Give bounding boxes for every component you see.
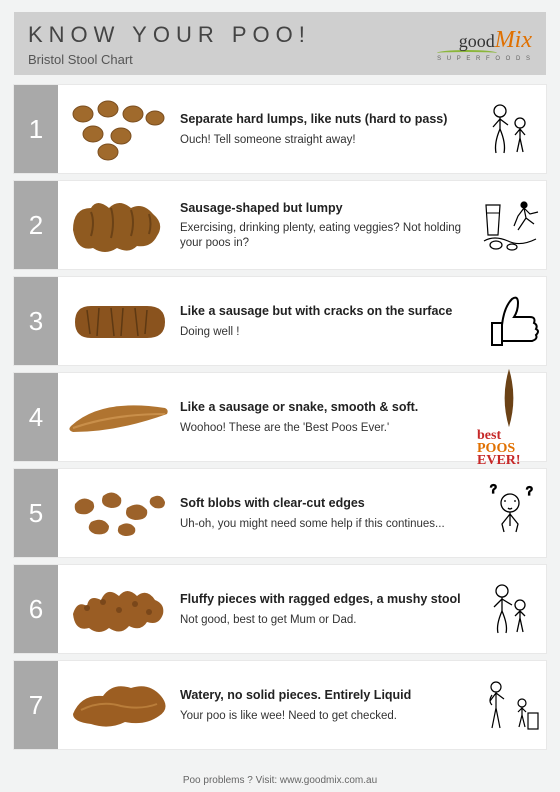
- svg-text:?: ?: [526, 484, 533, 498]
- row-note: Exercising, drinking plenty, eating vegg…: [180, 221, 468, 251]
- stool-icon-2: [58, 181, 178, 269]
- page: KNOW YOUR POO! Bristol Stool Chart goodM…: [0, 0, 560, 792]
- table-row: 7 Watery, no solid pieces. Entirely Liqu…: [14, 661, 546, 749]
- row-number: 6: [14, 565, 58, 653]
- row-note: Doing well !: [180, 325, 468, 340]
- side-icon-doctor-child: [474, 661, 546, 749]
- row-desc: Separate hard lumps, like nuts (hard to …: [178, 85, 474, 173]
- row-desc: Fluffy pieces with ragged edges, a mushy…: [178, 565, 474, 653]
- stool-icon-1: [58, 85, 178, 173]
- header: KNOW YOUR POO! Bristol Stool Chart goodM…: [14, 12, 546, 75]
- row-desc: Like a sausage but with cracks on the su…: [178, 277, 474, 365]
- row-desc: Soft blobs with clear-cut edges Uh-oh, y…: [178, 469, 474, 557]
- logo-good: good: [459, 31, 495, 51]
- stool-icon-7: [58, 661, 178, 749]
- row-desc: Like a sausage or snake, smooth & soft. …: [178, 373, 474, 461]
- row-note: Your poo is like wee! Need to get checke…: [180, 709, 468, 724]
- row-title: Watery, no solid pieces. Entirely Liquid: [180, 688, 468, 704]
- page-title: KNOW YOUR POO!: [28, 22, 311, 48]
- stool-icon-6: [58, 565, 178, 653]
- side-icon-glass-runner: [474, 181, 546, 269]
- row-title: Like a sausage or snake, smooth & soft.: [180, 400, 468, 416]
- side-icon-thinking-child: ? ?: [474, 469, 546, 557]
- row-number: 5: [14, 469, 58, 557]
- logo: goodMix S U P E R F O O D S: [437, 28, 532, 62]
- table-row: 5 Soft blobs with clear-cut edges Uh-oh,…: [14, 469, 546, 557]
- row-note: Uh-oh, you might need some help if this …: [180, 517, 468, 532]
- page-subtitle: Bristol Stool Chart: [28, 52, 311, 67]
- header-text: KNOW YOUR POO! Bristol Stool Chart: [28, 22, 311, 67]
- row-note: Woohoo! These are the 'Best Poos Ever.': [180, 421, 468, 436]
- row-number: 1: [14, 85, 58, 173]
- side-icon-adult-child: [474, 85, 546, 173]
- table-row: 6 Fluffy pieces with ragged edges, a mus…: [14, 565, 546, 653]
- row-title: Soft blobs with clear-cut edges: [180, 496, 468, 512]
- table-row: 4 Like a sausage or snake, smooth & soft…: [14, 373, 546, 461]
- best-line3: EVER!: [477, 453, 521, 468]
- stool-icon-5: [58, 469, 178, 557]
- row-note: Ouch! Tell someone straight away!: [180, 133, 468, 148]
- footer-text: Poo problems ? Visit: www.goodmix.com.au: [14, 771, 546, 786]
- row-note: Not good, best to get Mum or Dad.: [180, 613, 468, 628]
- row-desc: Sausage-shaped but lumpy Exercising, dri…: [178, 181, 474, 269]
- logo-tagline: S U P E R F O O D S: [437, 56, 532, 62]
- row-title: Separate hard lumps, like nuts (hard to …: [180, 112, 468, 128]
- row-number: 7: [14, 661, 58, 749]
- table-row: 3 Like a sausage but with cracks on the …: [14, 277, 546, 365]
- stool-icon-4: [58, 373, 178, 461]
- side-icon-parent-child: [474, 565, 546, 653]
- rows-container: 1 Separate hard lumps, like nuts (hard t…: [14, 85, 546, 771]
- row-title: Fluffy pieces with ragged edges, a mushy…: [180, 592, 468, 608]
- row-number: 2: [14, 181, 58, 269]
- row-title: Like a sausage but with cracks on the su…: [180, 304, 468, 320]
- svg-text:?: ?: [490, 482, 497, 496]
- table-row: 2 Sausage-shaped but lumpy Exercising, d…: [14, 181, 546, 269]
- side-icon-thumbs-up: [474, 277, 546, 365]
- row-title: Sausage-shaped but lumpy: [180, 201, 468, 217]
- table-row: 1 Separate hard lumps, like nuts (hard t…: [14, 85, 546, 173]
- row-number: 4: [14, 373, 58, 461]
- side-icon-best-poos: best POOS EVER!: [474, 373, 546, 461]
- row-number: 3: [14, 277, 58, 365]
- logo-mix: Mix: [495, 27, 532, 53]
- stool-icon-3: [58, 277, 178, 365]
- row-desc: Watery, no solid pieces. Entirely Liquid…: [178, 661, 474, 749]
